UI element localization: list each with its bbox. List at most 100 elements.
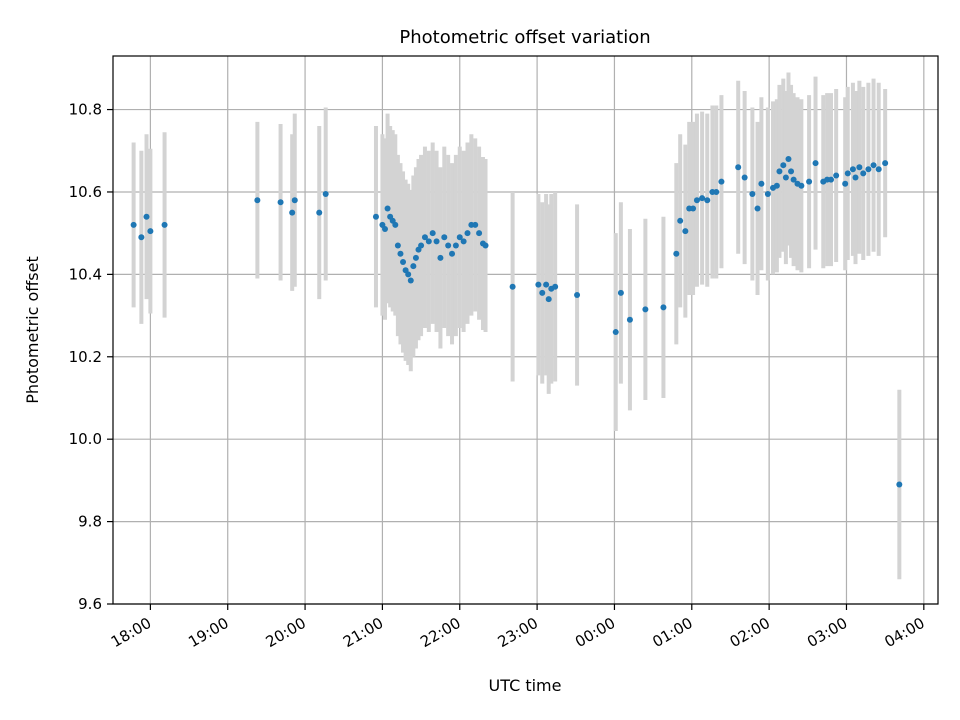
data-point <box>552 283 559 290</box>
x-tick-label: 23:00 <box>495 614 541 651</box>
data-point <box>289 209 296 216</box>
y-axis-title: Photometric offset <box>23 256 42 404</box>
x-tick-label: 01:00 <box>649 614 695 651</box>
y-tick-label: 10.4 <box>69 265 102 283</box>
x-tick-label: 04:00 <box>881 614 927 651</box>
data-point <box>412 254 419 261</box>
data-point <box>277 199 284 206</box>
data-point <box>882 160 889 167</box>
data-point <box>384 205 391 212</box>
data-point <box>896 481 903 488</box>
error-bars <box>131 72 902 580</box>
plot-frame <box>112 55 939 605</box>
data-point <box>476 230 483 237</box>
data-point <box>754 205 761 212</box>
data-point <box>865 166 872 173</box>
data-point <box>612 329 619 336</box>
data-point <box>764 191 771 198</box>
data-point <box>405 271 412 278</box>
data-point <box>842 180 849 187</box>
data-point <box>539 289 546 296</box>
data-point <box>143 213 150 220</box>
x-tick-label: 19:00 <box>185 614 231 651</box>
data-point <box>482 242 489 249</box>
data-point <box>161 221 168 228</box>
data-point <box>677 217 684 224</box>
data-point <box>429 230 436 237</box>
x-tick-label: 18:00 <box>108 614 154 651</box>
data-point <box>690 205 697 212</box>
x-axis-ticks: 18:00 19:00 20:00 21:00 22:00 23:00 00:00 01:00… <box>108 604 928 651</box>
data-point <box>773 182 780 189</box>
x-tick-label: 03:00 <box>804 614 850 651</box>
data-point <box>433 238 440 245</box>
data-point <box>130 221 137 228</box>
data-point <box>291 197 298 204</box>
data-point <box>699 195 706 202</box>
data-point <box>749 191 756 198</box>
y-tick-label: 9.8 <box>78 513 102 531</box>
y-tick-label: 10.0 <box>69 430 102 448</box>
y-tick-label: 10.8 <box>69 101 102 119</box>
data-point <box>316 209 323 216</box>
data-point <box>543 281 550 288</box>
data-point <box>410 263 417 270</box>
data-point <box>849 166 856 173</box>
data-point <box>397 250 404 257</box>
data-point <box>418 242 425 249</box>
data-point <box>460 238 467 245</box>
chart-title: Photometric offset variation <box>399 27 650 48</box>
data-point <box>421 234 428 241</box>
data-point <box>509 283 516 290</box>
x-tick-label: 22:00 <box>417 614 463 651</box>
data-point <box>782 174 789 181</box>
y-tick-label: 9.6 <box>78 595 102 613</box>
data-point <box>856 164 863 171</box>
data-point <box>407 277 414 284</box>
data-point <box>673 250 680 257</box>
data-point <box>400 259 407 266</box>
data-point <box>806 178 813 185</box>
data-point <box>464 230 471 237</box>
data-point <box>785 156 792 163</box>
data-point <box>626 316 633 323</box>
data-point <box>456 234 463 241</box>
x-tick-label: 20:00 <box>263 614 309 651</box>
data-point <box>394 242 401 249</box>
data-point <box>392 221 399 228</box>
data-point <box>776 168 783 175</box>
data-point <box>322 191 329 198</box>
data-point <box>852 174 859 181</box>
data-point <box>449 250 456 257</box>
data-point <box>875 166 882 173</box>
data-point <box>441 234 448 241</box>
data-point <box>741 174 748 181</box>
data-point <box>798 182 805 189</box>
data-point <box>381 226 388 233</box>
data-point <box>790 176 797 183</box>
data-point <box>437 254 444 261</box>
data-point <box>812 160 819 167</box>
data-point <box>535 281 542 288</box>
data-point <box>617 289 624 296</box>
data-point <box>693 197 700 204</box>
data-point <box>788 168 795 175</box>
y-tick-label: 10.6 <box>69 183 102 201</box>
x-tick-label: 00:00 <box>572 614 618 651</box>
x-axis-title: UTC time <box>489 676 562 695</box>
data-point <box>780 162 787 169</box>
data-point <box>870 162 877 169</box>
data-point <box>860 170 867 177</box>
data-point <box>372 213 379 220</box>
data-point <box>574 291 581 298</box>
data-point <box>147 228 154 235</box>
x-tick-label: 02:00 <box>727 614 773 651</box>
y-tick-label: 10.2 <box>69 348 102 366</box>
data-points <box>130 156 903 488</box>
data-point <box>735 164 742 171</box>
x-tick-label: 21:00 <box>340 614 386 651</box>
data-point <box>452 242 459 249</box>
data-point <box>254 197 261 204</box>
data-point <box>138 234 145 241</box>
